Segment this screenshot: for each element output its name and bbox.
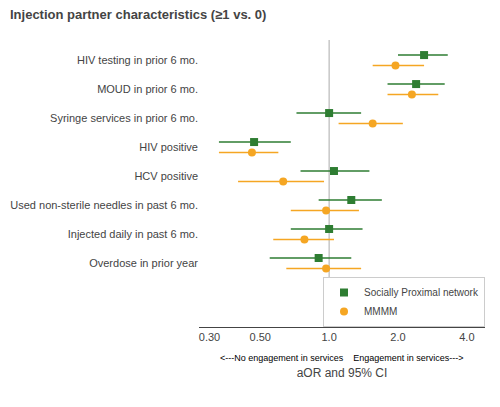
svg-text:Overdose in prior year: Overdose in prior year	[89, 257, 198, 269]
svg-text:MOUD in prior 6 mo.: MOUD in prior 6 mo.	[97, 83, 198, 95]
svg-text:0.30: 0.30	[199, 331, 220, 343]
svg-text:4.0: 4.0	[459, 331, 474, 343]
svg-text:MMMM: MMMM	[364, 306, 397, 317]
svg-text:0.50: 0.50	[250, 331, 271, 343]
svg-text:2.0: 2.0	[390, 331, 405, 343]
svg-text:Injected daily in past 6 mo.: Injected daily in past 6 mo.	[68, 228, 198, 240]
svg-text:Syringe services in prior 6 mo: Syringe services in prior 6 mo.	[50, 112, 198, 124]
svg-text:HIV testing in prior 6 mo.: HIV testing in prior 6 mo.	[77, 54, 198, 66]
svg-text:<---No engagement in services: <---No engagement in services Engagement…	[220, 353, 464, 363]
svg-text:HCV positive: HCV positive	[134, 170, 198, 182]
svg-text:Injection partner characterist: Injection partner characteristics (≥1 vs…	[10, 7, 266, 22]
svg-text:1.0: 1.0	[321, 331, 336, 343]
svg-text:Used non-sterile needles in pa: Used non-sterile needles in past 6 mo.	[10, 199, 198, 211]
svg-text:Socially Proximal network: Socially Proximal network	[364, 287, 479, 298]
svg-text:HIV positive: HIV positive	[139, 141, 198, 153]
svg-text:aOR and 95% CI: aOR and 95% CI	[297, 366, 388, 380]
